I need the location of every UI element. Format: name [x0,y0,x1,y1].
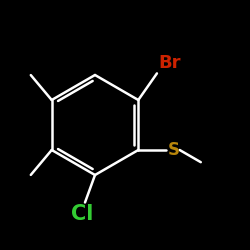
Text: Br: Br [158,54,181,72]
Text: Cl: Cl [71,204,94,224]
Text: S: S [168,141,180,159]
